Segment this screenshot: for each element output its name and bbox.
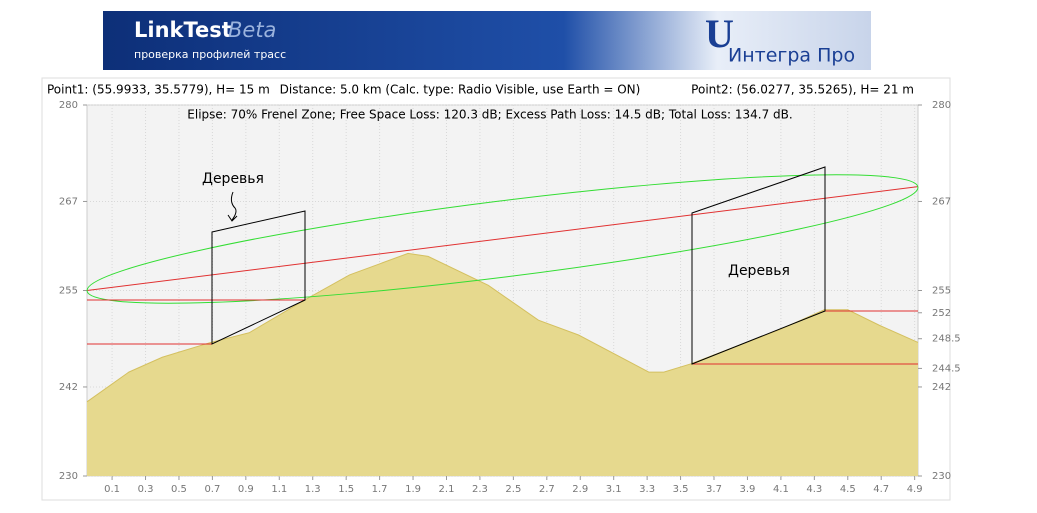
distance: Distance: 5.0 km (Calc. type: Radio Visi… bbox=[280, 83, 641, 97]
x-tick-label: 4.9 bbox=[907, 484, 923, 495]
x-tick-label: 3.5 bbox=[673, 484, 689, 495]
x-tick-label: 1.1 bbox=[271, 484, 287, 495]
trees-box bbox=[691, 166, 826, 365]
x-tick-label: 3.3 bbox=[639, 484, 655, 495]
app-title: LinkTest bbox=[134, 18, 232, 42]
x-tick-label: 2.3 bbox=[472, 484, 488, 495]
banner bbox=[103, 11, 871, 70]
x-tick-label: 2.1 bbox=[439, 484, 455, 495]
x-tick-label: 1.3 bbox=[305, 484, 321, 495]
x-tick-label: 3.9 bbox=[739, 484, 755, 495]
y2-tick-label: 230 bbox=[932, 471, 951, 482]
x-tick-label: 3.1 bbox=[606, 484, 622, 495]
y-tick-label: 280 bbox=[59, 100, 78, 111]
y-tick-label: 267 bbox=[59, 196, 78, 207]
logo-mark: U bbox=[705, 11, 734, 56]
fresnel-ellipse bbox=[86, 174, 919, 304]
x-tick-label: 0.3 bbox=[138, 484, 154, 495]
x-tick-label: 0.1 bbox=[104, 484, 120, 495]
x-tick-label: 3.7 bbox=[706, 484, 722, 495]
x-tick-label: 4.5 bbox=[840, 484, 856, 495]
x-tick-label: 1.5 bbox=[338, 484, 354, 495]
app-beta: Beta bbox=[228, 18, 276, 42]
y2-tick-label: 255 bbox=[932, 286, 951, 297]
x-tick-label: 1.7 bbox=[372, 484, 388, 495]
x-tick-label: 2.5 bbox=[505, 484, 521, 495]
y-tick-label: 242 bbox=[59, 382, 78, 393]
y2-tick-label: 242 bbox=[932, 382, 951, 393]
annotation: Деревья bbox=[202, 171, 264, 187]
line-of-sight bbox=[86, 186, 919, 291]
x-tick-label: 1.9 bbox=[405, 484, 421, 495]
x-tick-label: 0.5 bbox=[171, 484, 187, 495]
x-tick-label: 4.1 bbox=[773, 484, 789, 495]
x-tick-label: 4.3 bbox=[806, 484, 822, 495]
app-subtitle: проверка профилей трасс bbox=[134, 48, 286, 61]
y2-tick-label: 252 bbox=[932, 308, 951, 319]
annotation: Деревья bbox=[728, 263, 790, 279]
x-tick-label: 4.7 bbox=[873, 484, 889, 495]
plot: 0.1 0.3 0.5 0.7 0.9 1.1 1.3 1.5 1.7 1.9 2.1 2.3 2.5 2… bbox=[59, 100, 961, 495]
terrain-line bbox=[86, 252, 919, 403]
chart-subtitle: Elipse: 70% Frenel Zone; Free Space Loss… bbox=[187, 108, 792, 122]
trees-box bbox=[211, 210, 306, 345]
y2-tick-label: 267 bbox=[932, 196, 951, 207]
y2-tick-label: 280 bbox=[932, 100, 951, 111]
arrow bbox=[227, 191, 238, 222]
point2: Point2: (56.0277, 35.5265), H= 21 m bbox=[691, 83, 914, 97]
y2-tick-label: 248.5 bbox=[932, 334, 961, 345]
terrain-area bbox=[87, 253, 918, 476]
y-tick-label: 255 bbox=[59, 286, 78, 297]
y-tick-label: 230 bbox=[59, 471, 78, 482]
x-tick-label: 2.9 bbox=[572, 484, 588, 495]
height-lines bbox=[87, 299, 918, 365]
logo-text: Интегра Про bbox=[728, 45, 855, 67]
point1: Point1: (55.9933, 35.5779), H= 15 m bbox=[47, 83, 270, 97]
x-tick-label: 2.7 bbox=[539, 484, 555, 495]
x-tick-label: 0.7 bbox=[204, 484, 220, 495]
x-tick-label: 0.9 bbox=[238, 484, 254, 495]
y2-tick-label: 244.5 bbox=[932, 363, 961, 374]
